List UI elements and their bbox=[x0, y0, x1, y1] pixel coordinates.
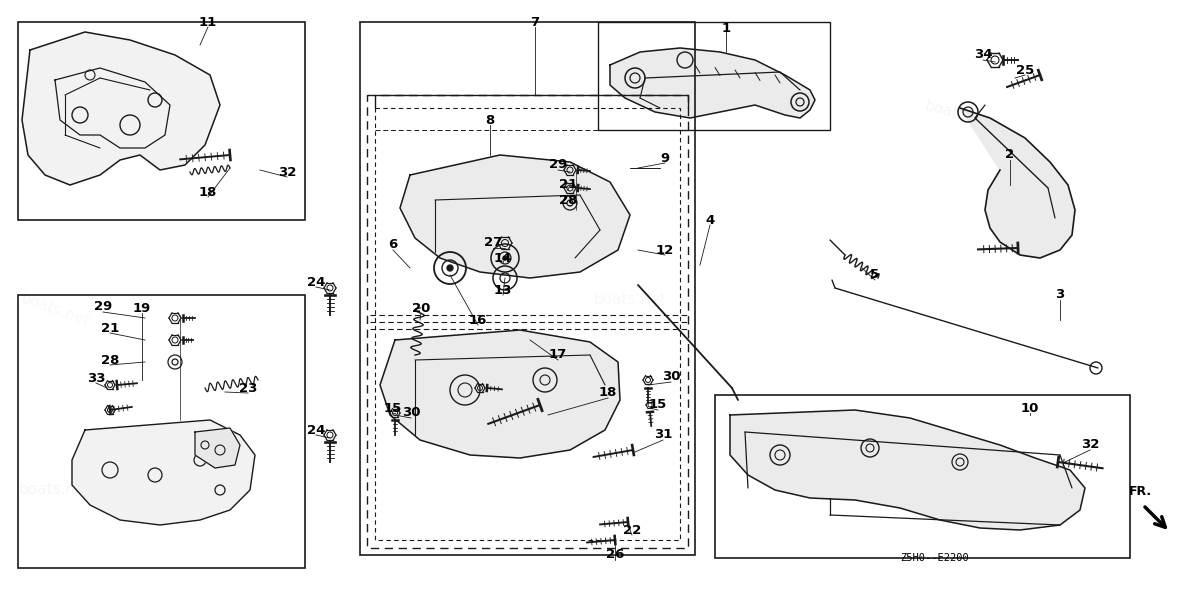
Polygon shape bbox=[195, 428, 240, 468]
Text: 12: 12 bbox=[656, 243, 674, 256]
Bar bbox=[715, 395, 1130, 558]
Text: 30: 30 bbox=[662, 370, 680, 383]
Text: 5: 5 bbox=[871, 269, 879, 282]
Polygon shape bbox=[400, 155, 630, 278]
Text: 21: 21 bbox=[100, 322, 119, 335]
Text: 22: 22 bbox=[623, 524, 641, 537]
Text: 4: 4 bbox=[706, 213, 715, 227]
Text: 27: 27 bbox=[484, 237, 503, 250]
Circle shape bbox=[503, 256, 507, 260]
Text: 32: 32 bbox=[277, 166, 296, 178]
Bar bbox=[367, 95, 688, 548]
Text: 18: 18 bbox=[198, 186, 217, 198]
Text: 30: 30 bbox=[401, 406, 420, 419]
Polygon shape bbox=[730, 410, 1084, 530]
Text: 15: 15 bbox=[384, 402, 402, 415]
Text: 1: 1 bbox=[721, 22, 730, 35]
Text: 24: 24 bbox=[307, 276, 326, 289]
Text: 26: 26 bbox=[605, 548, 624, 561]
Text: 18: 18 bbox=[598, 386, 617, 399]
Text: 28: 28 bbox=[559, 194, 577, 207]
Text: 16: 16 bbox=[468, 313, 487, 326]
Text: 29: 29 bbox=[549, 158, 568, 171]
Polygon shape bbox=[961, 108, 1075, 258]
Text: 7: 7 bbox=[531, 15, 539, 28]
Text: 11: 11 bbox=[199, 15, 217, 28]
Text: 25: 25 bbox=[1016, 64, 1034, 77]
Text: 28: 28 bbox=[100, 353, 119, 366]
Bar bbox=[375, 108, 680, 540]
Bar bbox=[360, 22, 695, 555]
Text: 20: 20 bbox=[412, 302, 431, 315]
Text: 23: 23 bbox=[238, 382, 257, 395]
Polygon shape bbox=[22, 32, 219, 185]
Polygon shape bbox=[610, 48, 815, 118]
Text: 29: 29 bbox=[94, 300, 112, 313]
Text: 32: 32 bbox=[1081, 438, 1100, 452]
Text: 2: 2 bbox=[1005, 148, 1015, 161]
Text: boats.net: boats.net bbox=[19, 290, 92, 329]
Text: 6: 6 bbox=[388, 239, 398, 252]
Text: boats.net: boats.net bbox=[923, 98, 997, 131]
Text: 19: 19 bbox=[133, 302, 151, 315]
Text: boats.net: boats.net bbox=[594, 293, 667, 307]
Bar bbox=[18, 22, 304, 220]
Text: 15: 15 bbox=[649, 399, 667, 412]
Bar bbox=[18, 295, 304, 568]
Text: 33: 33 bbox=[87, 372, 105, 385]
Text: boats.net: boats.net bbox=[19, 482, 91, 498]
Bar bbox=[598, 22, 830, 130]
Text: 17: 17 bbox=[549, 349, 568, 362]
Text: 10: 10 bbox=[1021, 402, 1040, 415]
Text: boats.net: boats.net bbox=[784, 472, 857, 488]
Text: Z5H0--E2200: Z5H0--E2200 bbox=[900, 553, 969, 563]
Text: 3: 3 bbox=[1055, 289, 1064, 302]
Text: 21: 21 bbox=[559, 178, 577, 191]
Text: 13: 13 bbox=[493, 283, 512, 296]
Text: 8: 8 bbox=[485, 114, 494, 127]
Text: 14: 14 bbox=[493, 252, 512, 264]
Text: 31: 31 bbox=[654, 429, 673, 442]
Text: FR.: FR. bbox=[1128, 485, 1152, 498]
Text: 24: 24 bbox=[307, 423, 326, 436]
Polygon shape bbox=[72, 420, 255, 525]
Circle shape bbox=[447, 265, 453, 271]
Text: 9: 9 bbox=[661, 151, 669, 164]
Text: 34: 34 bbox=[974, 48, 992, 61]
Polygon shape bbox=[380, 330, 620, 458]
